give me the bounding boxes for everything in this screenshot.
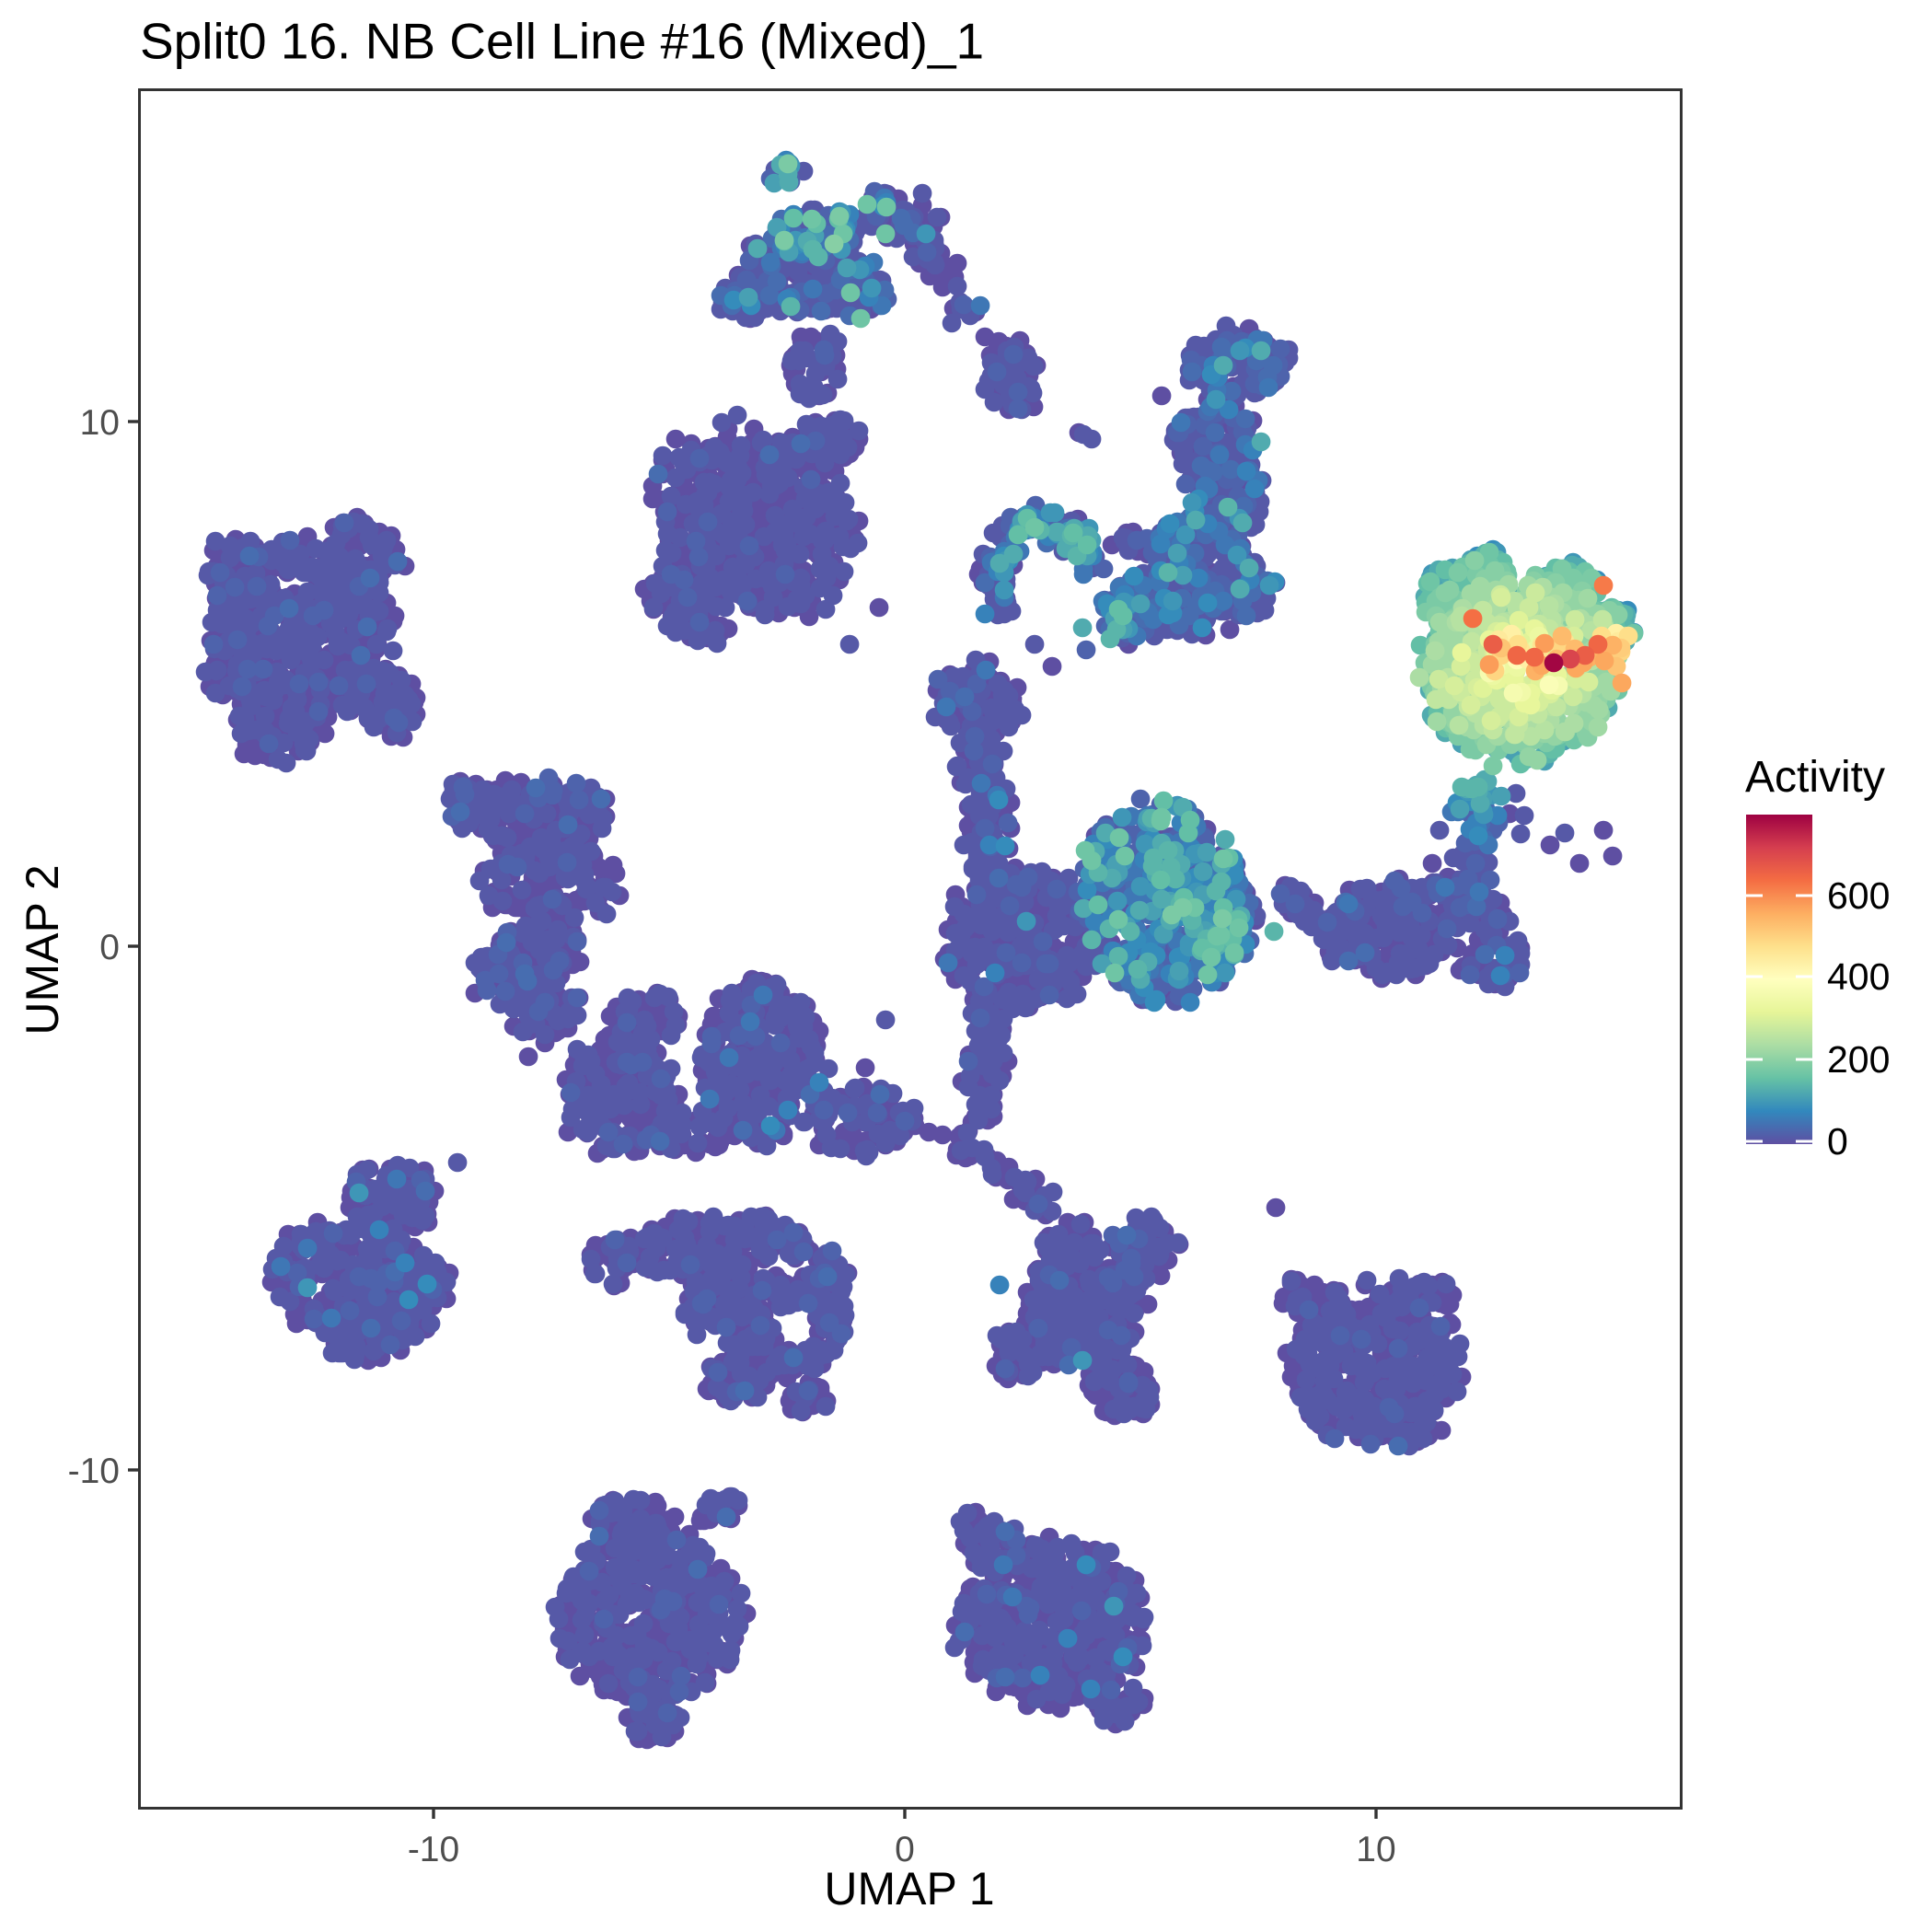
svg-text:10: 10 — [80, 403, 120, 443]
svg-text:0: 0 — [895, 1830, 915, 1869]
svg-text:Split0 16. NB Cell Line #16 (M: Split0 16. NB Cell Line #16 (Mixed)_1 — [140, 13, 984, 70]
svg-text:400: 400 — [1827, 955, 1890, 998]
svg-text:0: 0 — [1827, 1120, 1848, 1163]
svg-text:UMAP 1: UMAP 1 — [824, 1863, 994, 1915]
svg-text:-10: -10 — [68, 1452, 120, 1491]
svg-text:UMAP 2: UMAP 2 — [17, 864, 68, 1035]
svg-text:Activity: Activity — [1745, 753, 1885, 802]
svg-text:200: 200 — [1827, 1038, 1890, 1081]
svg-text:0: 0 — [99, 928, 120, 967]
svg-text:-10: -10 — [408, 1830, 459, 1869]
svg-text:10: 10 — [1356, 1830, 1395, 1869]
svg-text:600: 600 — [1827, 874, 1890, 917]
